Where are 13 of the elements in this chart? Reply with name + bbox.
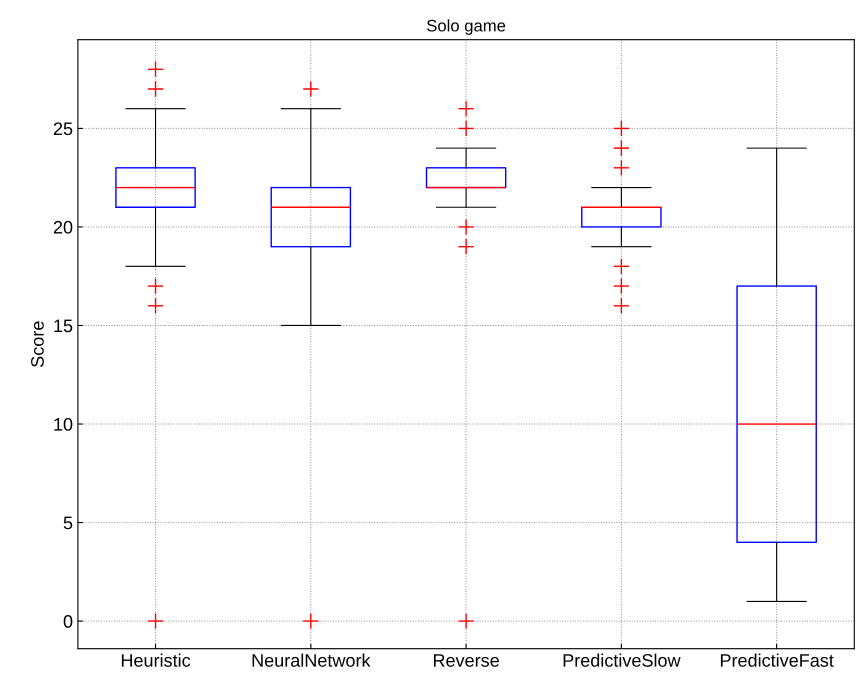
- x-tick-label: Reverse: [434, 654, 499, 667]
- y-tick-label: 5: [64, 516, 72, 530]
- x-tick-label: Heuristic: [122, 654, 190, 667]
- y-axis-title: Score: [31, 321, 44, 367]
- y-tick-label: 10: [54, 418, 72, 431]
- x-tick-label: PredictiveSlow: [564, 654, 681, 667]
- x-tick-label: PredictiveFast: [720, 654, 834, 667]
- x-tick-label: NeuralNetwork: [252, 654, 371, 667]
- chart-title: Solo game: [427, 19, 506, 35]
- y-tick-label: 15: [54, 320, 72, 332]
- y-tick-label: 25: [54, 122, 72, 136]
- y-tick-label: 0: [64, 615, 72, 628]
- y-tick-label: 20: [54, 220, 72, 234]
